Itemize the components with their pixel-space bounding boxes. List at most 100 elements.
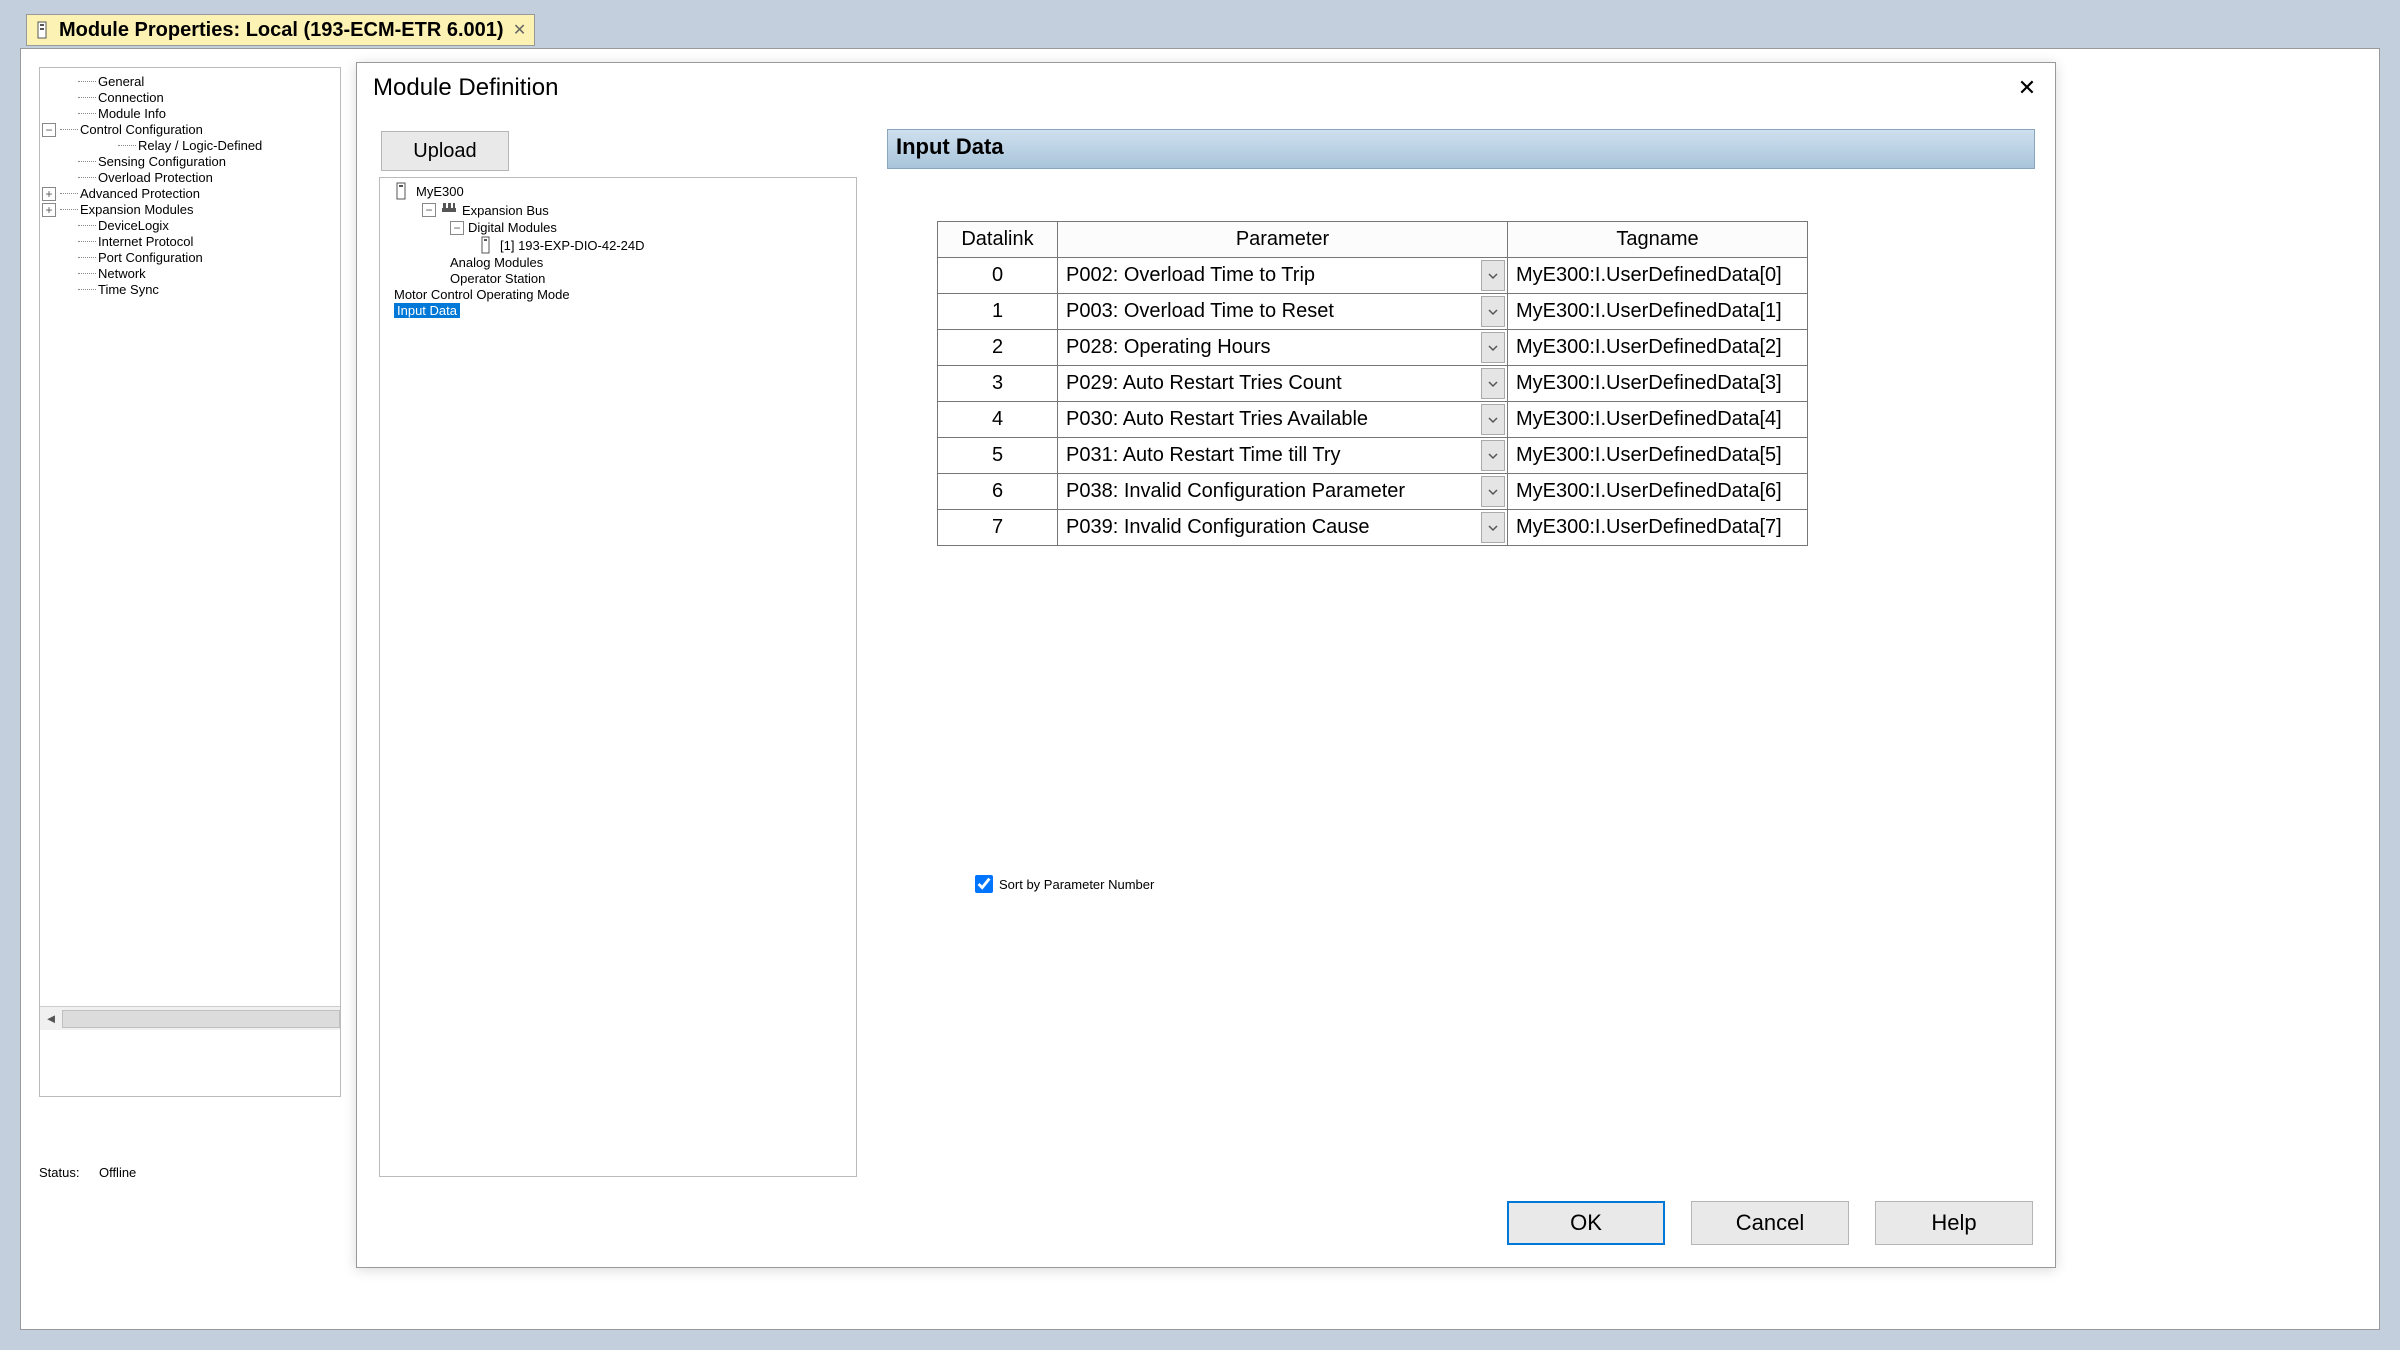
cell-parameter[interactable]: P028: Operating Hours <box>1058 330 1508 366</box>
tree-label: Relay / Logic-Defined <box>138 138 262 153</box>
tree-node[interactable]: Module Info <box>42 106 338 122</box>
tree-node[interactable]: DeviceLogix <box>42 218 338 234</box>
cell-datalink: 1 <box>938 294 1058 330</box>
table-row: 5 P031: Auto Restart Time till Try MyE30… <box>938 438 1808 474</box>
cell-parameter[interactable]: P038: Invalid Configuration Parameter <box>1058 474 1508 510</box>
definition-tree: MyE300 −Expansion Bus−Digital Modules [1] … <box>379 177 857 1177</box>
sort-label: Sort by Parameter Number <box>999 877 1154 892</box>
tree-label: Analog Modules <box>450 255 543 270</box>
tree-node[interactable]: Connection <box>42 90 338 106</box>
tree-node[interactable]: Sensing Configuration <box>42 154 338 170</box>
tree-node[interactable]: MyE300 <box>384 182 852 201</box>
cell-parameter[interactable]: P002: Overload Time to Trip <box>1058 258 1508 294</box>
cell-parameter[interactable]: P030: Auto Restart Tries Available <box>1058 402 1508 438</box>
cell-tagname: MyE300:I.UserDefinedData[3] <box>1508 366 1808 402</box>
cell-parameter[interactable]: P031: Auto Restart Time till Try <box>1058 438 1508 474</box>
cell-parameter[interactable]: P029: Auto Restart Tries Count <box>1058 366 1508 402</box>
tree-node[interactable]: Operator Station <box>384 271 852 287</box>
close-icon[interactable]: ✕ <box>512 22 528 38</box>
tree-node-selected[interactable]: Input Data <box>384 303 852 319</box>
scroll-track[interactable] <box>62 1010 340 1028</box>
tree-node[interactable]: General <box>42 74 338 90</box>
cell-datalink: 6 <box>938 474 1058 510</box>
tree-node[interactable]: Overload Protection <box>42 170 338 186</box>
tree-node[interactable]: − Control Configuration <box>42 122 338 138</box>
chevron-down-icon[interactable] <box>1481 404 1505 435</box>
expand-icon[interactable]: − <box>42 123 56 137</box>
cell-datalink: 4 <box>938 402 1058 438</box>
tree-node[interactable]: + Advanced Protection <box>42 186 338 202</box>
table-row: 7 P039: Invalid Configuration Cause MyE3… <box>938 510 1808 546</box>
module-definition-dialog: Module Definition ✕ Upload MyE300−Expans… <box>356 62 2056 1268</box>
cell-tagname: MyE300:I.UserDefinedData[0] <box>1508 258 1808 294</box>
expand-icon[interactable]: − <box>422 203 436 217</box>
dialog-button-row: OK Cancel Help <box>1507 1201 2033 1245</box>
chevron-down-icon[interactable] <box>1481 512 1505 543</box>
tree-label: Port Configuration <box>98 250 203 265</box>
table-row: 2 P028: Operating Hours MyE300:I.UserDef… <box>938 330 1808 366</box>
chevron-down-icon[interactable] <box>1481 440 1505 471</box>
ok-button[interactable]: OK <box>1507 1201 1665 1245</box>
cancel-button[interactable]: Cancel <box>1691 1201 1849 1245</box>
cell-tagname: MyE300:I.UserDefinedData[7] <box>1508 510 1808 546</box>
module-icon <box>35 21 53 39</box>
tree-label: [1] 193-EXP-DIO-42-24D <box>500 238 645 253</box>
tree-node[interactable]: [1] 193-EXP-DIO-42-24D <box>384 236 852 255</box>
tree-node[interactable]: Internet Protocol <box>42 234 338 250</box>
table-row: 6 P038: Invalid Configuration Parameter … <box>938 474 1808 510</box>
horizontal-scrollbar[interactable]: ◄ <box>40 1006 340 1030</box>
sort-checkbox-row[interactable]: Sort by Parameter Number <box>975 875 1154 893</box>
cell-tagname: MyE300:I.UserDefinedData[6] <box>1508 474 1808 510</box>
col-tagname: Tagname <box>1508 222 1808 258</box>
table-row: 0 P002: Overload Time to Trip MyE300:I.U… <box>938 258 1808 294</box>
expand-icon[interactable]: − <box>450 221 464 235</box>
section-header: Input Data <box>887 129 2035 169</box>
tree-label: Time Sync <box>98 282 159 297</box>
cell-parameter[interactable]: P003: Overload Time to Reset <box>1058 294 1508 330</box>
cell-datalink: 2 <box>938 330 1058 366</box>
chevron-down-icon[interactable] <box>1481 260 1505 291</box>
tree-node[interactable]: Time Sync <box>42 282 338 298</box>
col-parameter: Parameter <box>1058 222 1508 258</box>
expand-icon[interactable]: + <box>42 187 56 201</box>
tree-node[interactable]: Analog Modules <box>384 255 852 271</box>
cell-datalink: 7 <box>938 510 1058 546</box>
close-icon[interactable]: ✕ <box>2015 76 2039 100</box>
tree-node[interactable]: Port Configuration <box>42 250 338 266</box>
tree-node[interactable]: Relay / Logic-Defined <box>42 138 338 154</box>
cell-tagname: MyE300:I.UserDefinedData[1] <box>1508 294 1808 330</box>
status-label: Status: <box>39 1165 79 1180</box>
chevron-down-icon[interactable] <box>1481 476 1505 507</box>
tree-body: GeneralConnectionModule Info− Control Con… <box>40 68 340 1006</box>
cell-tagname: MyE300:I.UserDefinedData[4] <box>1508 402 1808 438</box>
left-nav-tree: GeneralConnectionModule Info− Control Con… <box>39 67 341 1097</box>
cell-parameter[interactable]: P039: Invalid Configuration Cause <box>1058 510 1508 546</box>
tree-label: Input Data <box>394 303 460 318</box>
tree-node[interactable]: Network <box>42 266 338 282</box>
tree-label: Control Configuration <box>80 122 203 137</box>
cell-tagname: MyE300:I.UserDefinedData[2] <box>1508 330 1808 366</box>
tree-node[interactable]: −Expansion Bus <box>384 201 852 220</box>
chevron-down-icon[interactable] <box>1481 296 1505 327</box>
tree-label: Overload Protection <box>98 170 213 185</box>
bus-icon <box>440 201 458 219</box>
status-value: Offline <box>99 1165 136 1180</box>
upload-button[interactable]: Upload <box>381 131 509 171</box>
document-tab[interactable]: Module Properties: Local (193-ECM-ETR 6.… <box>26 14 535 46</box>
tree-label: General <box>98 74 144 89</box>
cell-datalink: 5 <box>938 438 1058 474</box>
tree-label: MyE300 <box>416 184 464 199</box>
tree-label: Advanced Protection <box>80 186 200 201</box>
scroll-left-icon[interactable]: ◄ <box>40 1008 62 1030</box>
tree-node[interactable]: −Digital Modules <box>384 220 852 236</box>
tree-node[interactable]: Motor Control Operating Mode <box>384 287 852 303</box>
chevron-down-icon[interactable] <box>1481 332 1505 363</box>
sort-checkbox[interactable] <box>975 875 993 893</box>
table-row: 4 P030: Auto Restart Tries Available MyE… <box>938 402 1808 438</box>
tab-strip: Module Properties: Local (193-ECM-ETR 6.… <box>0 0 2400 46</box>
tree-node[interactable]: +Expansion Modules <box>42 202 338 218</box>
chevron-down-icon[interactable] <box>1481 368 1505 399</box>
expand-icon[interactable]: + <box>42 203 56 217</box>
tree-label: Internet Protocol <box>98 234 193 249</box>
help-button[interactable]: Help <box>1875 1201 2033 1245</box>
